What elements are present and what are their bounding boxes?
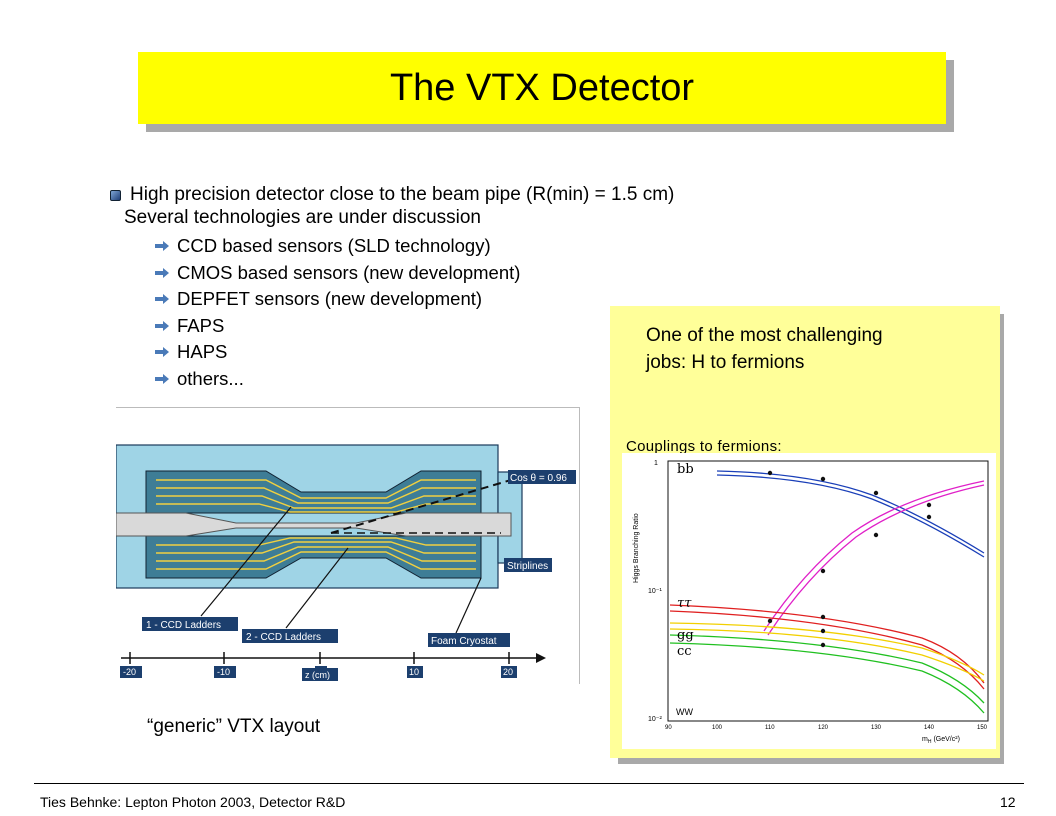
panel-text: One of the most challenging jobs: H to f… <box>646 322 883 376</box>
cc-curve <box>669 634 985 714</box>
vtx-layout-drawing: Cos θ = 0.96 Striplines 1 - CCD Ladders … <box>115 444 576 681</box>
arrow-bullet-icon <box>155 320 169 331</box>
inner-volume-top <box>145 470 482 514</box>
striplines-label: Striplines <box>507 561 548 572</box>
striplines-label-box <box>504 558 552 572</box>
z-tick-label: -20 <box>123 667 136 677</box>
ladders2-label: 2 - CCD Ladders <box>246 632 321 643</box>
list-item: others... <box>155 366 520 393</box>
arrow-bullet-icon <box>155 373 169 384</box>
tautau-curve <box>669 604 985 690</box>
beam-pipe <box>115 512 512 537</box>
figure-caption: “generic” VTX layout <box>147 716 321 737</box>
arrow-bullet-icon <box>155 347 169 358</box>
arrow-bullet-icon <box>155 267 169 278</box>
main-bullet: High precision detector close to the bea… <box>110 184 674 206</box>
x-tick-label: 140 <box>924 725 935 731</box>
foam-label-box <box>428 633 510 647</box>
foam-label: Foam Cryostat <box>431 636 497 647</box>
tautau-label: ττ <box>677 596 692 611</box>
couplings-label: Couplings to fermions: <box>626 438 782 455</box>
ww-curve <box>763 480 985 636</box>
y-tick-label: 10⁻² <box>648 716 662 723</box>
footer-author: Ties Behnke: Lepton Photon 2003, Detecto… <box>40 794 346 810</box>
page-number: 12 <box>1000 794 1016 810</box>
gg-label: gg <box>677 628 694 643</box>
z-axis-unit: z (cm) <box>305 670 330 680</box>
ww-label: WW <box>676 707 693 717</box>
x-tick-label: 110 <box>765 725 775 731</box>
ladders2-label-box <box>242 629 338 643</box>
list-item: HAPS <box>155 339 520 366</box>
inner-volume-bottom <box>145 535 482 579</box>
title-box: The VTX Detector <box>138 52 946 124</box>
y-tick-label: 10⁻¹ <box>648 588 662 595</box>
slide-title: The VTX Detector <box>389 66 695 109</box>
y-tick-label: 1 <box>654 460 658 467</box>
list-item: DEPFET sensors (new development) <box>155 286 520 313</box>
arrow-bullet-icon <box>155 241 169 252</box>
cos-theta-line <box>330 479 512 534</box>
panel-line: jobs: H to fermions <box>646 352 805 373</box>
x-tick-label: 130 <box>871 725 882 731</box>
ladders1-label-box <box>142 617 238 631</box>
x-tick-label: 150 <box>977 725 988 731</box>
ladders1-label: 1 - CCD Ladders <box>146 620 221 631</box>
plot-xlabel: mH (GeV/c²) <box>922 736 960 745</box>
panel-line: One of the most challenging <box>646 325 883 346</box>
gg-curve <box>669 622 985 682</box>
data-points <box>767 470 932 648</box>
foam-pointer <box>455 577 482 634</box>
list-item: FAPS <box>155 313 520 340</box>
sub-heading: Several technologies are under discussio… <box>124 207 481 228</box>
x-tick-label: 90 <box>665 725 672 731</box>
z-tick-label: 10 <box>409 667 419 677</box>
branching-ratio-plot: Higgs Branching Ratio 1 10⁻¹ 10⁻² <box>622 453 996 749</box>
z-axis-ticks <box>129 652 510 664</box>
main-bullet-text: High precision detector close to the bea… <box>130 184 675 205</box>
plot-ylabel: Higgs Branching Ratio <box>633 513 640 583</box>
z-axis-arrowhead <box>536 653 546 663</box>
footer-divider <box>34 783 1024 784</box>
cc-label: cc <box>677 644 692 659</box>
plot-frame <box>667 460 989 722</box>
arrow-bullet-icon <box>155 294 169 305</box>
list-item: CMOS based sensors (new development) <box>155 260 520 287</box>
ladder1-pointer <box>200 506 292 617</box>
list-item: CCD based sensors (SLD technology) <box>155 233 520 260</box>
ladder2-pointer <box>285 547 349 629</box>
bb-label: bb <box>677 462 694 477</box>
branching-ratio-drawing: Higgs Branching Ratio 1 10⁻¹ 10⁻² <box>633 460 989 745</box>
technology-list: CCD based sensors (SLD technology) CMOS … <box>155 233 520 392</box>
cos-theta-label-box <box>508 470 576 484</box>
cos-theta-label: Cos θ = 0.96 <box>510 473 567 484</box>
vtx-layout-figure: Cos θ = 0.96 Striplines 1 - CCD Ladders … <box>115 407 580 684</box>
square-bullet-icon <box>110 189 121 201</box>
x-tick-label: 120 <box>818 725 829 731</box>
z-tick-label: -10 <box>217 667 230 677</box>
z-tick-label: 20 <box>503 667 513 677</box>
x-tick-label: 100 <box>712 725 723 731</box>
